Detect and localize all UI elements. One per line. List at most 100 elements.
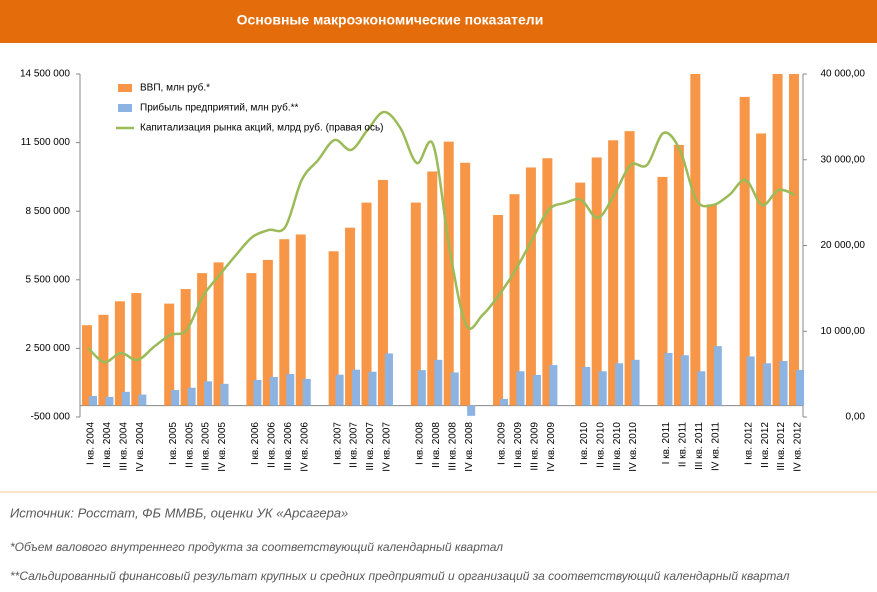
bar: [509, 194, 520, 406]
x-tick-label: I кв. 2006: [250, 422, 261, 465]
bar: [197, 273, 208, 406]
bar: [500, 398, 509, 406]
y-tick-label: 5 500 000: [26, 274, 71, 285]
bar: [410, 202, 421, 406]
legend-label: ВВП, млн руб.*: [140, 82, 210, 94]
bar: [384, 353, 393, 406]
x-tick-label: IV кв. 2006: [299, 422, 310, 472]
x-tick-label: IV кв. 2012: [793, 422, 804, 472]
bar: [138, 394, 147, 406]
bar: [608, 140, 619, 406]
bar: [615, 363, 624, 406]
x-tick-label: III кв. 2011: [694, 422, 705, 470]
bar: [746, 356, 755, 406]
x-tick-label: I кв. 2005: [168, 422, 179, 465]
bar: [772, 74, 783, 406]
legend-swatch: [118, 104, 132, 112]
bar: [246, 273, 257, 406]
bar: [582, 366, 591, 406]
bar: [82, 325, 92, 406]
bar: [673, 144, 684, 406]
x-tick-label: IV кв. 2008: [464, 422, 475, 472]
x-tick-label: I кв. 2008: [414, 422, 425, 465]
x-tick-label: I кв. 2007: [332, 422, 343, 465]
bar: [180, 289, 191, 406]
legend-label: Прибыль предприятий, млн руб.**: [140, 102, 298, 114]
bar: [624, 131, 635, 406]
bar: [542, 158, 553, 406]
x-tick-label: II кв. 2011: [678, 422, 689, 468]
bar: [204, 381, 213, 406]
bar: [697, 371, 706, 406]
y-tick-label: 8 500 000: [26, 206, 71, 217]
x-tick-label: II кв. 2012: [760, 422, 771, 468]
bar: [164, 303, 175, 406]
bar: [368, 371, 377, 406]
bar: [377, 179, 388, 406]
bar: [789, 74, 799, 406]
bar: [262, 259, 273, 406]
bar: [361, 202, 372, 406]
bar: [756, 133, 767, 406]
bar: [713, 346, 722, 406]
bar: [532, 374, 541, 406]
x-tick-label: III кв. 2008: [447, 422, 458, 471]
bar: [295, 234, 306, 406]
note: **Сальдированный финансовый результат кр…: [10, 569, 790, 583]
x-tick-label: II кв. 2006: [267, 422, 278, 468]
x-tick-label: I кв. 2011: [661, 422, 672, 465]
x-tick-label: II кв. 2007: [349, 422, 360, 468]
x-tick-label: II кв. 2004: [102, 422, 113, 468]
x-tick-label: II кв. 2009: [513, 422, 524, 468]
header-bar: [0, 0, 877, 43]
bar: [213, 262, 224, 406]
bar: [345, 227, 356, 406]
bar: [525, 167, 536, 406]
x-tick-label: I кв. 2012: [743, 422, 754, 465]
y2-tick-label: 10 000,00: [821, 326, 866, 337]
y-tick-label: 2 500 000: [26, 343, 71, 354]
x-tick-label: II кв. 2005: [184, 422, 195, 468]
x-tick-label: IV кв. 2009: [546, 422, 557, 472]
y-tick-label: 14 500 000: [20, 69, 70, 80]
bar: [131, 293, 142, 406]
y2-tick-label: 40 000,00: [821, 69, 866, 80]
bar: [286, 374, 295, 406]
legend-label: Капитализация рынка акций, млрд руб. (пр…: [140, 122, 384, 134]
bar: [171, 390, 180, 406]
title: Основные макроэкономические показатели: [237, 12, 544, 28]
x-tick-label: IV кв. 2011: [710, 422, 721, 471]
x-tick-label: III кв. 2012: [776, 422, 787, 471]
bar: [631, 359, 640, 406]
y2-tick-label: 0,00: [846, 412, 866, 423]
x-tick-label: II кв. 2010: [595, 422, 606, 468]
bar: [302, 379, 311, 406]
bar: [657, 176, 668, 406]
bar: [467, 405, 476, 416]
x-tick-label: II кв. 2008: [431, 422, 442, 468]
bar: [269, 376, 278, 406]
note: Источник: Росстат, ФБ ММВБ, оценки УК «А…: [10, 505, 348, 520]
note: *Объем валового внутреннего продукта за …: [10, 540, 503, 554]
x-tick-label: III кв. 2010: [612, 422, 623, 471]
y2-tick-label: 30 000,00: [821, 154, 866, 165]
bar: [493, 214, 504, 406]
bar: [253, 379, 262, 406]
x-tick-label: III кв. 2004: [119, 422, 130, 471]
bar: [598, 371, 607, 406]
x-tick-label: III кв. 2007: [365, 422, 376, 471]
bar: [664, 352, 673, 406]
bar: [220, 383, 229, 406]
y-tick-label: -500 000: [31, 412, 71, 423]
x-tick-label: I кв. 2004: [86, 422, 97, 465]
x-tick-label: III кв. 2009: [530, 422, 541, 471]
y-tick-label: 11 500 000: [21, 137, 71, 148]
x-tick-label: IV кв. 2004: [135, 422, 146, 472]
line: [87, 110, 796, 364]
bar: [105, 396, 114, 406]
bar: [352, 369, 361, 406]
bar: [279, 239, 290, 406]
bar: [680, 355, 689, 406]
bar: [335, 374, 344, 406]
bar: [434, 359, 443, 406]
